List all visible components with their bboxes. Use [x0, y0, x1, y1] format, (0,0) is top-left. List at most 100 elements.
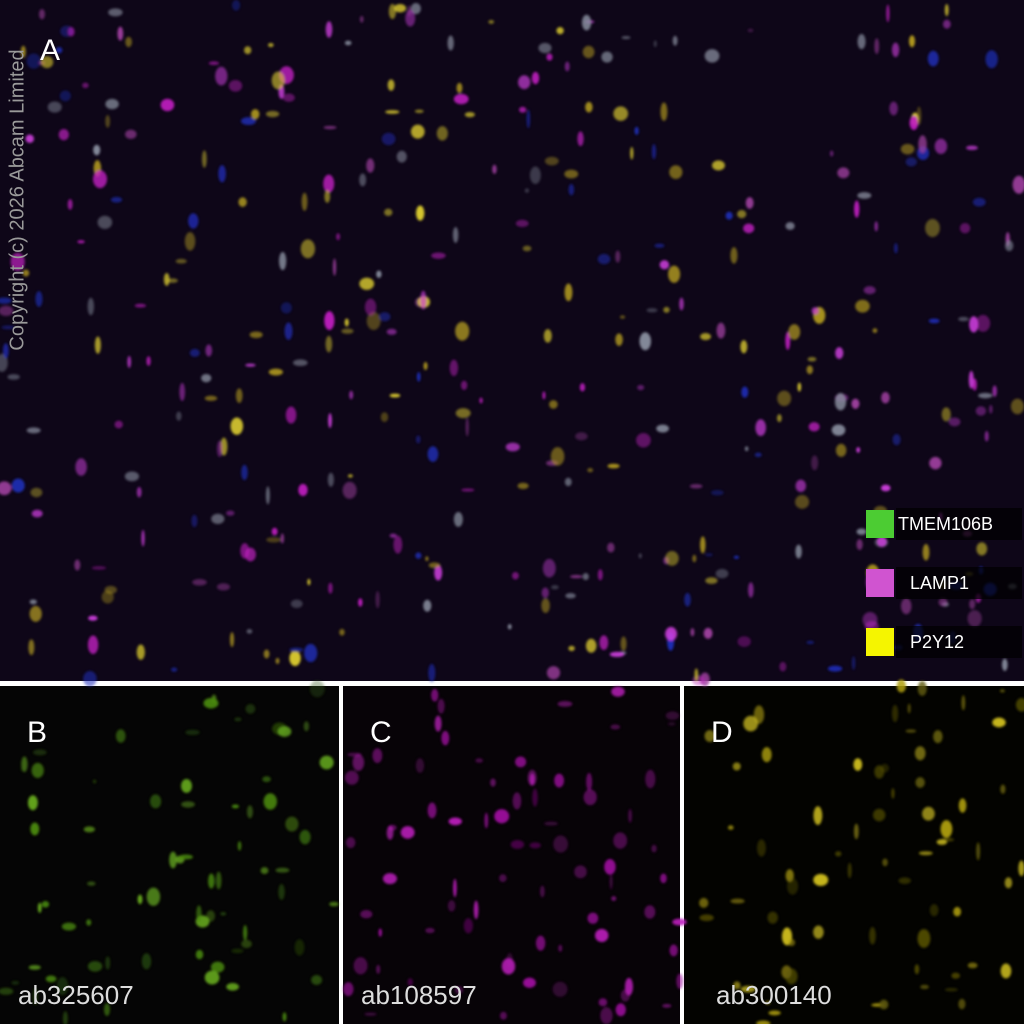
speck [829, 150, 834, 157]
speck [243, 925, 248, 941]
speck [1001, 658, 1008, 671]
speck [327, 472, 334, 487]
speck [37, 902, 42, 914]
speck [0, 481, 12, 496]
legend-swatch [866, 569, 894, 597]
speck [863, 286, 876, 295]
speck [67, 27, 75, 37]
speck [241, 939, 252, 949]
speck [382, 873, 397, 885]
speck [676, 973, 684, 989]
speck [610, 724, 621, 730]
speck [226, 510, 235, 516]
speck [364, 1012, 377, 1016]
speck [499, 874, 507, 882]
speck [339, 628, 345, 636]
speck [761, 747, 772, 763]
speck [856, 447, 861, 453]
speck [146, 356, 151, 366]
speck [428, 562, 441, 569]
speck [704, 730, 716, 743]
speck [300, 239, 316, 259]
speck [851, 656, 856, 670]
speck [975, 406, 987, 416]
speck [767, 911, 778, 924]
speck [535, 935, 546, 951]
speck [668, 265, 681, 283]
speck [108, 8, 123, 17]
speck [806, 640, 815, 644]
speck [522, 245, 532, 252]
speck [1000, 784, 1006, 794]
speck [928, 318, 940, 324]
speck [922, 806, 935, 821]
speck [730, 247, 738, 264]
speck [549, 400, 558, 409]
speck [645, 769, 656, 789]
antibody-label: ab300140 [716, 980, 832, 1010]
speck [880, 484, 891, 492]
speck [619, 315, 626, 319]
speck [936, 839, 948, 845]
speck [343, 982, 354, 997]
speck [299, 829, 311, 845]
speck [1, 325, 15, 330]
speck [958, 998, 966, 1010]
speck [56, 977, 69, 996]
speck [669, 944, 678, 957]
speck [700, 333, 712, 341]
speck [700, 536, 706, 554]
speck [376, 964, 381, 974]
speck [692, 675, 706, 686]
speck [77, 240, 85, 244]
speck [915, 777, 925, 788]
speck [117, 26, 124, 41]
speck [475, 758, 484, 763]
speck [463, 918, 473, 934]
speck [181, 801, 195, 808]
speck [301, 192, 308, 211]
speck [87, 297, 95, 316]
speck [747, 28, 754, 33]
speck [891, 704, 899, 723]
speck [30, 487, 43, 498]
speck [853, 758, 863, 771]
speck [290, 599, 303, 608]
speck [378, 928, 382, 937]
speck [393, 4, 407, 13]
speck [585, 101, 593, 113]
speck [615, 1003, 626, 1017]
speck [556, 27, 564, 35]
speck [244, 46, 252, 55]
speck [862, 611, 878, 628]
speck [241, 464, 248, 481]
speck [453, 511, 463, 527]
speck [251, 109, 260, 120]
speck [831, 424, 846, 436]
speck [532, 788, 538, 807]
speck [298, 483, 308, 497]
speck [204, 970, 220, 985]
speck [393, 535, 403, 554]
speck [653, 40, 657, 48]
speck [268, 368, 283, 376]
speck [684, 592, 691, 607]
speck [82, 82, 89, 89]
speck [231, 804, 240, 809]
speck [20, 767, 24, 771]
speck [169, 851, 177, 869]
speck [654, 243, 665, 248]
speck [59, 90, 71, 102]
speck [216, 583, 231, 591]
speck [768, 1010, 781, 1016]
speck [944, 3, 949, 17]
speck [564, 283, 573, 302]
speck [25, 134, 35, 144]
speck [872, 808, 886, 822]
speck [940, 820, 953, 839]
speck [166, 278, 178, 283]
speck [232, 0, 241, 11]
speck [568, 645, 575, 652]
speck [961, 695, 966, 711]
speck [639, 332, 652, 351]
